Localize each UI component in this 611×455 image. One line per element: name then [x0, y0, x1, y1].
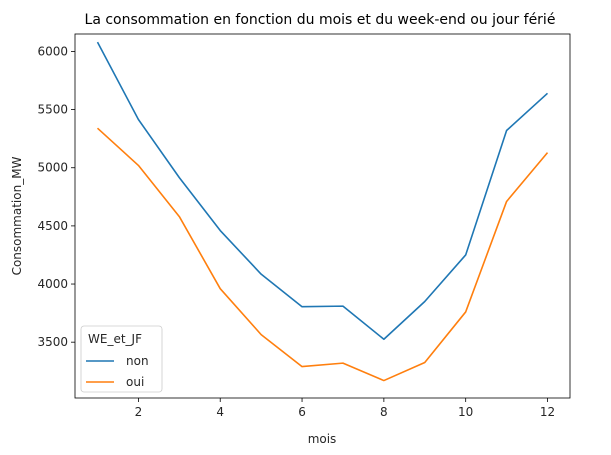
series-line-non [96, 41, 549, 341]
x-tick-label: 2 [135, 405, 143, 419]
y-tick-label: 4000 [37, 277, 68, 291]
legend-label-non: non [126, 354, 149, 368]
y-axis-label: Consommation_MW [10, 156, 24, 275]
plot-area [74, 33, 571, 399]
x-tick-label: 6 [298, 405, 306, 419]
legend-box [80, 325, 163, 393]
y-axis: 3500 4000 4500 5000 5500 6000 [37, 44, 75, 349]
x-tick-label: 4 [216, 405, 224, 419]
legend-label-oui: oui [126, 375, 144, 389]
x-tick-label: 10 [458, 405, 473, 419]
legend: WE_et_JF non oui [80, 325, 163, 393]
y-tick-label: 4500 [37, 219, 68, 233]
x-axis: 2 4 6 8 10 12 [135, 398, 555, 419]
chart-title: La consommation en fonction du mois et d… [85, 12, 556, 28]
y-tick-label: 3500 [37, 335, 68, 349]
series-line-oui [96, 127, 549, 382]
plot-frame [74, 33, 571, 399]
legend-title: WE_et_JF [88, 332, 142, 346]
series-layer [96, 41, 549, 382]
x-tick-label: 8 [380, 405, 388, 419]
x-axis-label: mois [308, 432, 337, 446]
y-tick-label: 5500 [37, 103, 68, 117]
y-tick-label: 6000 [37, 44, 68, 58]
y-tick-label: 5000 [37, 161, 68, 175]
x-tick-label: 12 [540, 405, 555, 419]
